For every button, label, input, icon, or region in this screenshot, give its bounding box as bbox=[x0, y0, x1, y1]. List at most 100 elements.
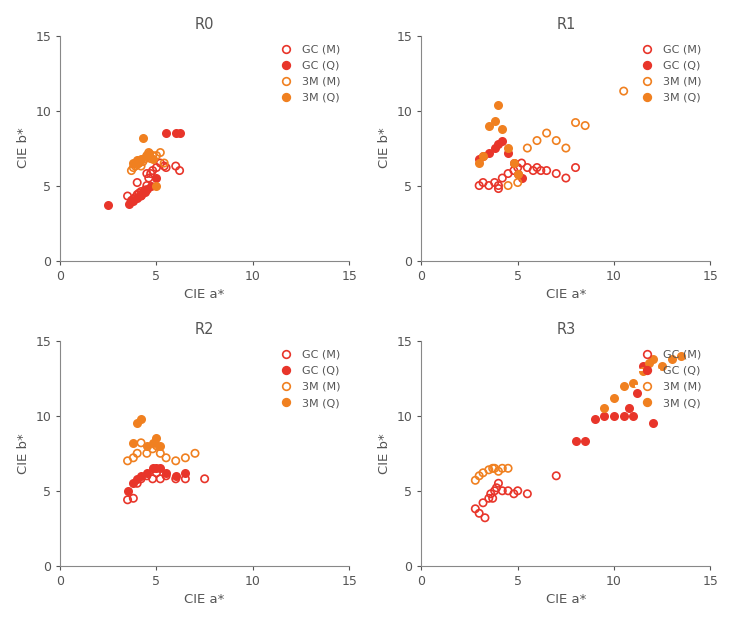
Point bbox=[127, 163, 139, 173]
Point bbox=[521, 489, 533, 499]
Title: R1: R1 bbox=[556, 17, 576, 32]
Point bbox=[473, 158, 485, 168]
Point bbox=[598, 403, 610, 413]
X-axis label: CIE a*: CIE a* bbox=[545, 288, 586, 301]
Point bbox=[132, 478, 143, 488]
Point bbox=[141, 468, 153, 478]
Point bbox=[512, 178, 523, 188]
Point bbox=[551, 471, 562, 481]
Point bbox=[135, 471, 147, 481]
Point bbox=[160, 453, 172, 463]
Point bbox=[143, 148, 154, 158]
Point bbox=[151, 434, 162, 444]
Point bbox=[496, 486, 508, 496]
Point bbox=[147, 151, 159, 161]
Point bbox=[123, 199, 135, 209]
Point bbox=[132, 193, 143, 202]
Point bbox=[473, 508, 485, 518]
Point bbox=[483, 181, 495, 191]
Point bbox=[512, 163, 523, 173]
Title: R2: R2 bbox=[195, 322, 215, 337]
Point bbox=[189, 449, 201, 459]
Point bbox=[135, 189, 147, 199]
Point bbox=[135, 438, 147, 448]
Point bbox=[666, 354, 678, 364]
Point bbox=[675, 351, 687, 361]
Point bbox=[154, 148, 166, 158]
Point bbox=[141, 184, 153, 194]
Point bbox=[483, 465, 495, 475]
X-axis label: CIE a*: CIE a* bbox=[184, 593, 225, 606]
Point bbox=[132, 178, 143, 188]
Point bbox=[147, 153, 159, 163]
Point bbox=[145, 181, 157, 191]
Point bbox=[502, 486, 514, 496]
Point bbox=[132, 189, 143, 199]
Point bbox=[643, 358, 655, 368]
Point bbox=[147, 464, 159, 473]
Point bbox=[483, 493, 495, 503]
Point bbox=[473, 471, 485, 481]
Point bbox=[485, 489, 497, 499]
Point bbox=[473, 153, 485, 163]
Point bbox=[179, 453, 191, 463]
Point bbox=[521, 143, 533, 153]
Point bbox=[132, 474, 143, 484]
Point bbox=[126, 166, 137, 176]
Point bbox=[137, 133, 149, 143]
Point bbox=[122, 495, 134, 505]
Point bbox=[508, 489, 520, 499]
Point bbox=[512, 486, 523, 496]
Point bbox=[145, 153, 157, 163]
Point bbox=[492, 478, 504, 488]
Legend: GC (M), GC (Q), 3M (M), 3M (Q): GC (M), GC (Q), 3M (M), 3M (Q) bbox=[272, 346, 343, 411]
Point bbox=[154, 464, 166, 473]
Point bbox=[154, 158, 166, 168]
Point bbox=[122, 191, 134, 201]
Y-axis label: CIE b*: CIE b* bbox=[378, 128, 391, 168]
Point bbox=[502, 464, 514, 473]
X-axis label: CIE a*: CIE a* bbox=[184, 288, 225, 301]
Point bbox=[570, 163, 581, 173]
Point bbox=[147, 444, 159, 454]
Point bbox=[470, 504, 481, 514]
Point bbox=[173, 166, 185, 176]
Point bbox=[508, 166, 520, 176]
Point bbox=[628, 411, 639, 421]
Y-axis label: CIE b*: CIE b* bbox=[17, 433, 29, 473]
Point bbox=[151, 173, 162, 183]
Point bbox=[473, 181, 485, 191]
Point bbox=[151, 151, 162, 161]
Point bbox=[160, 468, 172, 478]
Point bbox=[179, 468, 191, 478]
Point bbox=[129, 193, 141, 202]
Point bbox=[102, 200, 114, 210]
Point bbox=[141, 449, 153, 459]
Point bbox=[160, 163, 172, 173]
Point bbox=[135, 191, 147, 201]
Point bbox=[470, 475, 481, 485]
Point bbox=[527, 166, 539, 176]
Title: R0: R0 bbox=[195, 17, 215, 32]
Point bbox=[560, 143, 572, 153]
Point bbox=[487, 464, 498, 473]
Point bbox=[535, 166, 547, 176]
Point bbox=[135, 414, 147, 424]
Point bbox=[170, 161, 182, 171]
Point bbox=[147, 166, 159, 176]
Point bbox=[122, 456, 134, 466]
Point bbox=[170, 456, 182, 466]
Point bbox=[521, 163, 533, 173]
Point bbox=[598, 411, 610, 421]
Point bbox=[141, 181, 153, 191]
Point bbox=[133, 158, 145, 168]
Point bbox=[502, 148, 514, 158]
Point bbox=[512, 169, 523, 179]
Point bbox=[496, 123, 508, 133]
Point bbox=[158, 158, 170, 168]
Point bbox=[135, 186, 147, 196]
Point bbox=[477, 498, 489, 508]
Point bbox=[647, 354, 659, 364]
Legend: GC (M), GC (Q), 3M (M), 3M (Q): GC (M), GC (Q), 3M (M), 3M (Q) bbox=[633, 346, 705, 411]
Point bbox=[489, 486, 501, 496]
